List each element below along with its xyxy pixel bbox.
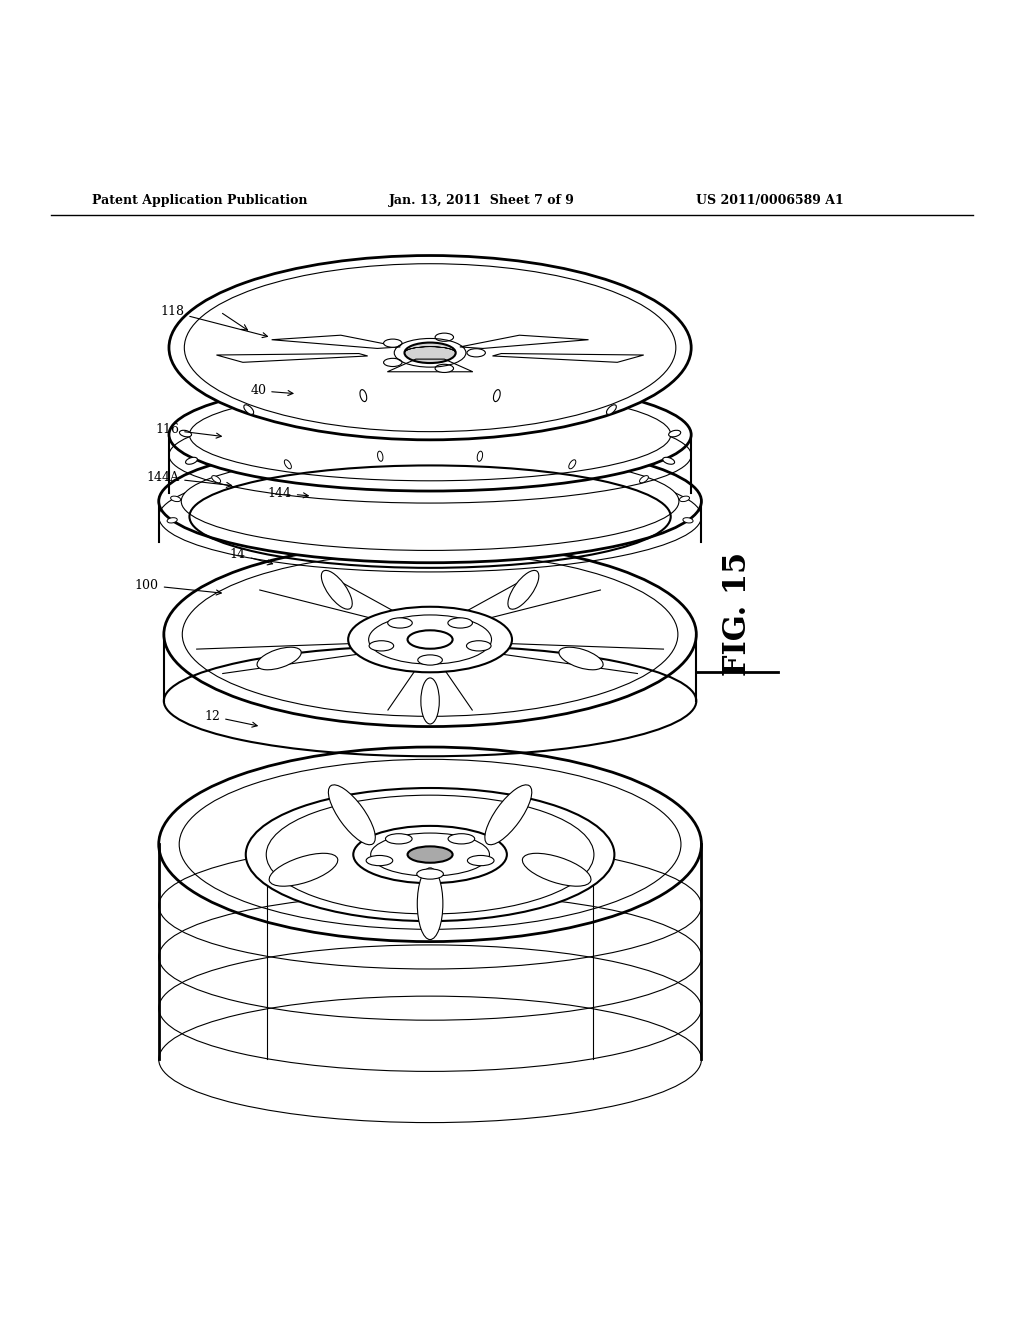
Ellipse shape bbox=[329, 785, 376, 845]
Ellipse shape bbox=[404, 343, 456, 363]
Ellipse shape bbox=[467, 348, 485, 356]
Ellipse shape bbox=[680, 496, 689, 502]
Ellipse shape bbox=[185, 457, 198, 465]
Ellipse shape bbox=[508, 570, 539, 610]
Ellipse shape bbox=[384, 358, 402, 367]
Text: US 2011/0006589 A1: US 2011/0006589 A1 bbox=[696, 194, 844, 207]
Text: 144: 144 bbox=[268, 487, 308, 499]
Ellipse shape bbox=[285, 459, 292, 469]
Ellipse shape bbox=[246, 788, 614, 921]
Ellipse shape bbox=[467, 855, 494, 866]
Ellipse shape bbox=[378, 451, 383, 461]
Ellipse shape bbox=[449, 834, 475, 843]
Ellipse shape bbox=[421, 678, 439, 723]
Ellipse shape bbox=[640, 475, 648, 483]
Ellipse shape bbox=[418, 867, 442, 940]
Ellipse shape bbox=[360, 389, 367, 401]
Ellipse shape bbox=[369, 640, 393, 651]
Ellipse shape bbox=[663, 457, 675, 465]
Ellipse shape bbox=[522, 853, 591, 886]
Ellipse shape bbox=[417, 869, 443, 879]
Ellipse shape bbox=[435, 333, 454, 342]
Ellipse shape bbox=[559, 647, 603, 669]
Ellipse shape bbox=[669, 430, 681, 437]
Ellipse shape bbox=[159, 747, 701, 941]
Text: 100: 100 bbox=[135, 578, 221, 595]
Text: 144A: 144A bbox=[146, 471, 231, 487]
Text: Patent Application Publication: Patent Application Publication bbox=[92, 194, 307, 207]
Ellipse shape bbox=[169, 256, 691, 440]
Text: 118: 118 bbox=[161, 305, 267, 338]
Ellipse shape bbox=[348, 607, 512, 672]
Ellipse shape bbox=[494, 389, 500, 401]
Text: 116: 116 bbox=[156, 424, 221, 438]
Ellipse shape bbox=[169, 379, 691, 491]
Ellipse shape bbox=[164, 543, 696, 726]
Ellipse shape bbox=[388, 618, 413, 628]
Ellipse shape bbox=[435, 364, 454, 372]
Ellipse shape bbox=[606, 405, 616, 414]
Ellipse shape bbox=[269, 853, 338, 886]
Text: 12: 12 bbox=[204, 710, 257, 727]
Ellipse shape bbox=[408, 846, 453, 863]
Text: FIG. 15: FIG. 15 bbox=[722, 552, 753, 676]
Ellipse shape bbox=[189, 388, 671, 480]
Ellipse shape bbox=[367, 855, 393, 866]
Ellipse shape bbox=[568, 459, 575, 469]
Ellipse shape bbox=[159, 440, 701, 562]
Ellipse shape bbox=[477, 451, 482, 461]
Ellipse shape bbox=[181, 453, 679, 550]
Ellipse shape bbox=[322, 570, 352, 610]
Ellipse shape bbox=[467, 640, 492, 651]
Ellipse shape bbox=[447, 618, 472, 628]
Ellipse shape bbox=[257, 647, 301, 669]
Ellipse shape bbox=[683, 517, 693, 523]
Ellipse shape bbox=[167, 517, 177, 523]
Ellipse shape bbox=[212, 475, 220, 483]
Ellipse shape bbox=[179, 430, 191, 437]
Ellipse shape bbox=[408, 631, 453, 648]
Ellipse shape bbox=[171, 496, 180, 502]
Ellipse shape bbox=[484, 785, 531, 845]
Ellipse shape bbox=[385, 834, 412, 843]
Ellipse shape bbox=[384, 339, 402, 347]
Ellipse shape bbox=[244, 405, 254, 414]
Ellipse shape bbox=[418, 655, 442, 665]
Text: 14: 14 bbox=[229, 548, 272, 565]
Text: Jan. 13, 2011  Sheet 7 of 9: Jan. 13, 2011 Sheet 7 of 9 bbox=[389, 194, 575, 207]
Ellipse shape bbox=[353, 826, 507, 883]
Text: 40: 40 bbox=[250, 384, 293, 397]
